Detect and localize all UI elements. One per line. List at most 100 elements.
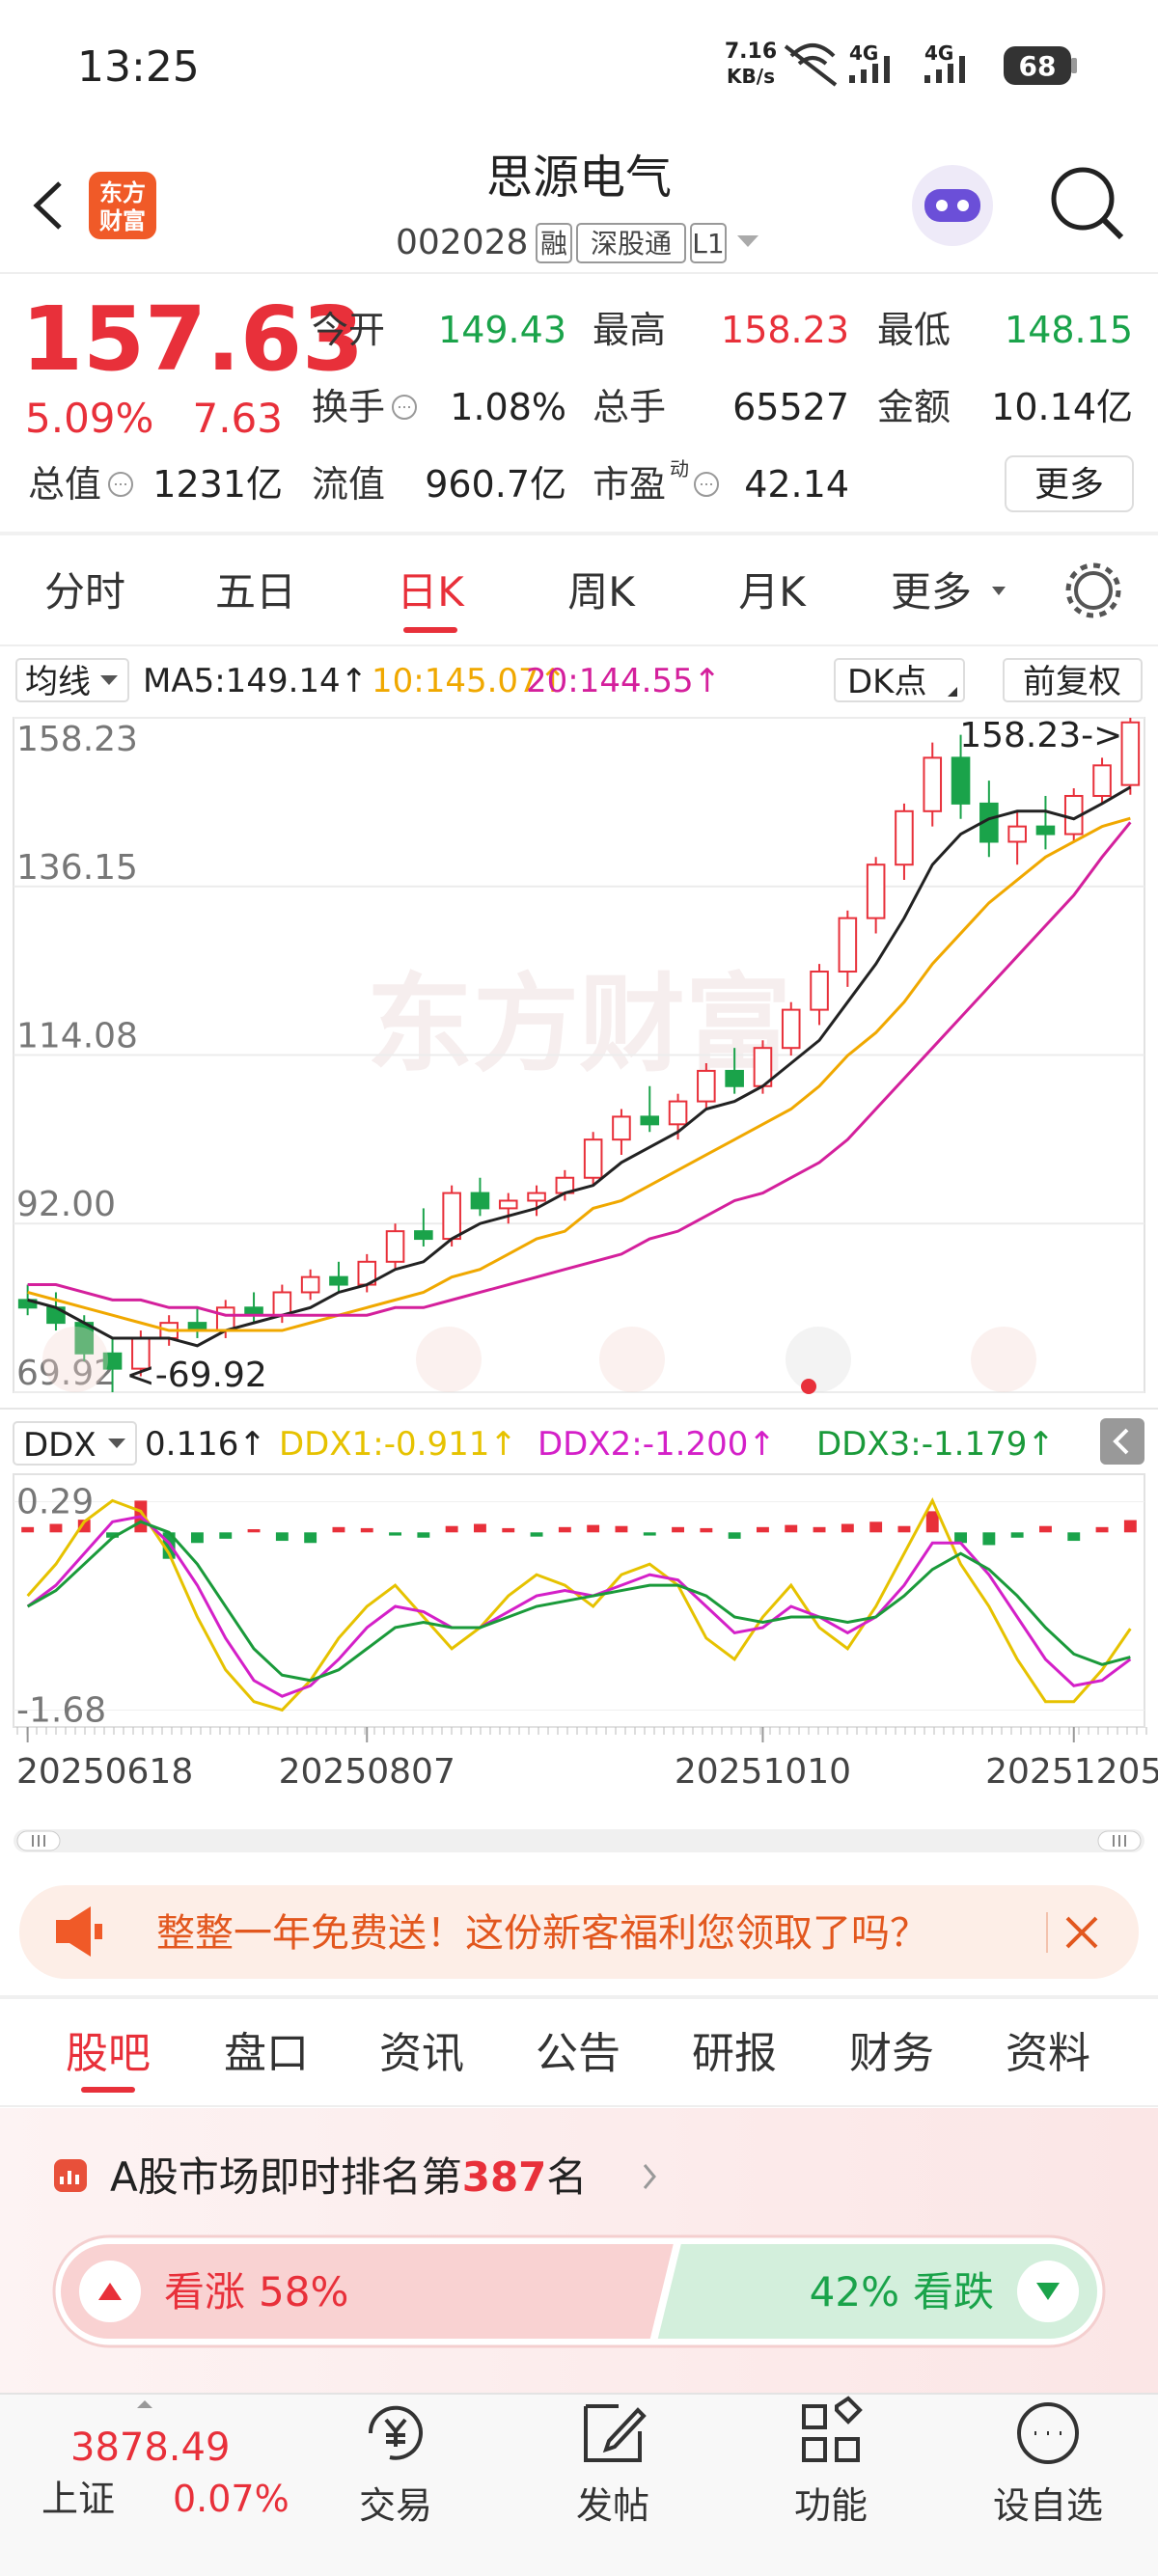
field-value: 42.14 xyxy=(744,463,849,506)
collapse-button[interactable] xyxy=(1100,1418,1144,1465)
candle-body xyxy=(215,1306,235,1332)
grip xyxy=(1113,1835,1126,1847)
ddx-legend: DDX3:-1.179↑ xyxy=(816,1425,1055,1464)
nav-icon[interactable] xyxy=(584,2404,647,2462)
megaphone-icon xyxy=(56,1906,91,1957)
option-label: 前复权 xyxy=(1023,663,1121,701)
kline-chart: 158.23 136.15 114.08 92.00 69.92 158.23-> <-69… xyxy=(14,716,1144,1395)
ddx-bar xyxy=(1067,1532,1081,1542)
gear-teeth xyxy=(1065,562,1121,618)
candle-body xyxy=(866,863,886,919)
tab[interactable]: 股吧 xyxy=(66,2029,151,2078)
ddx-bar xyxy=(530,1532,543,1537)
field-label: 总值 xyxy=(28,463,101,506)
expand-arrow[interactable] xyxy=(137,2400,152,2408)
rank-text[interactable]: A股市场即时排名第387名 xyxy=(110,2153,587,2201)
logo-text: 财富 xyxy=(99,207,146,234)
ddx-bar xyxy=(728,1532,741,1539)
step-right[interactable] xyxy=(786,1327,851,1392)
range-scrollbar[interactable] xyxy=(14,1829,1144,1852)
select-arrow xyxy=(100,675,118,685)
candle-body xyxy=(329,1275,348,1286)
candle-body xyxy=(272,1291,292,1317)
rank-number: 387 xyxy=(462,2153,547,2201)
ddx-bar xyxy=(21,1526,35,1533)
step-left[interactable] xyxy=(599,1327,665,1392)
collapse-icon xyxy=(1113,1428,1129,1455)
ddx-bar xyxy=(106,1532,119,1538)
tab[interactable]: 分时 xyxy=(44,568,125,616)
back-button[interactable] xyxy=(33,181,62,230)
stock-name: 思源电气 xyxy=(486,151,672,205)
field-label: 总手 xyxy=(593,386,666,428)
nav-label[interactable]: 设自选 xyxy=(993,2484,1103,2527)
nav-label[interactable]: 发帖 xyxy=(576,2484,649,2527)
info-icon[interactable] xyxy=(108,472,133,497)
scroll-left-fast[interactable] xyxy=(42,1327,108,1392)
indicator-select[interactable] xyxy=(13,1421,137,1466)
ddx-bar xyxy=(191,1532,204,1544)
fullscreen[interactable] xyxy=(971,1327,1036,1392)
dropdown-arrow[interactable] xyxy=(737,235,758,247)
y-tick-label: 114.08 xyxy=(16,1016,138,1055)
tab[interactable]: 周K xyxy=(567,568,636,616)
tab[interactable]: 资料 xyxy=(1006,2029,1090,2078)
field-label: 金额 xyxy=(877,386,951,428)
info-icon[interactable] xyxy=(392,395,417,420)
ddx-bar xyxy=(700,1527,713,1533)
status-time: 13:25 xyxy=(77,42,200,92)
change-pct: 5.09% xyxy=(25,395,153,442)
tab[interactable]: 研报 xyxy=(692,2029,777,2078)
select-arrow xyxy=(108,1439,125,1448)
bull-value: 58% xyxy=(259,2268,348,2316)
nav-label[interactable]: 功能 xyxy=(794,2484,868,2527)
tab[interactable]: 月K xyxy=(738,568,807,616)
nav-icon[interactable] xyxy=(368,2405,423,2460)
candle-body xyxy=(951,756,971,805)
tag-box xyxy=(536,223,572,263)
tab[interactable]: 更多 xyxy=(891,568,972,616)
ddx-bar xyxy=(389,1532,401,1536)
tag: 深股通 xyxy=(591,228,672,260)
nav-icon[interactable] xyxy=(1016,2402,1079,2464)
nav-icon[interactable] xyxy=(802,2396,863,2462)
nav-label[interactable]: 交易 xyxy=(359,2484,432,2527)
rank-arrow xyxy=(643,2164,656,2189)
tab[interactable]: 盘口 xyxy=(224,2029,309,2078)
app-logo xyxy=(89,172,156,239)
option-button[interactable] xyxy=(834,658,965,702)
promo-banner[interactable] xyxy=(19,1885,1139,1979)
more-button[interactable] xyxy=(1005,455,1134,512)
tab[interactable]: 公告 xyxy=(536,2029,620,2078)
info-icon[interactable] xyxy=(694,472,719,497)
candle-body xyxy=(697,1069,716,1103)
tab[interactable]: 财务 xyxy=(849,2029,934,2078)
candle-body xyxy=(414,1230,433,1241)
tab[interactable]: 五日 xyxy=(215,568,296,616)
rank-suffix: 名 xyxy=(546,2153,587,2201)
settings-button[interactable] xyxy=(1074,571,1113,610)
ddx-legend: DDX1:-0.911↑ xyxy=(279,1425,517,1464)
x-tick-label: 20250807 xyxy=(279,1752,455,1792)
ddx-bar xyxy=(869,1521,883,1533)
candle-body xyxy=(640,1115,660,1126)
ddx-bar xyxy=(474,1523,486,1533)
tab[interactable]: 资讯 xyxy=(379,2029,464,2078)
search-button[interactable] xyxy=(1051,167,1115,231)
bull-label: 看涨 xyxy=(164,2268,245,2316)
ddx-bar xyxy=(785,1524,798,1533)
candle-body xyxy=(781,1008,801,1050)
close-banner[interactable] xyxy=(1065,1916,1098,1949)
ma-legend: 20:144.55↑ xyxy=(526,662,721,700)
ddx-bar xyxy=(304,1532,317,1544)
tab[interactable]: 日K xyxy=(397,568,465,616)
zoom-in[interactable] xyxy=(416,1327,482,1392)
bear-share xyxy=(657,2244,1097,2339)
candle-body xyxy=(300,1275,320,1294)
signal-label: 4G xyxy=(924,41,953,65)
ddx-line xyxy=(26,1520,1131,1683)
indicator-select[interactable] xyxy=(15,658,129,702)
ddx-bar xyxy=(615,1525,628,1533)
field-value: 149.43 xyxy=(438,309,566,351)
option-button[interactable] xyxy=(1003,658,1143,702)
